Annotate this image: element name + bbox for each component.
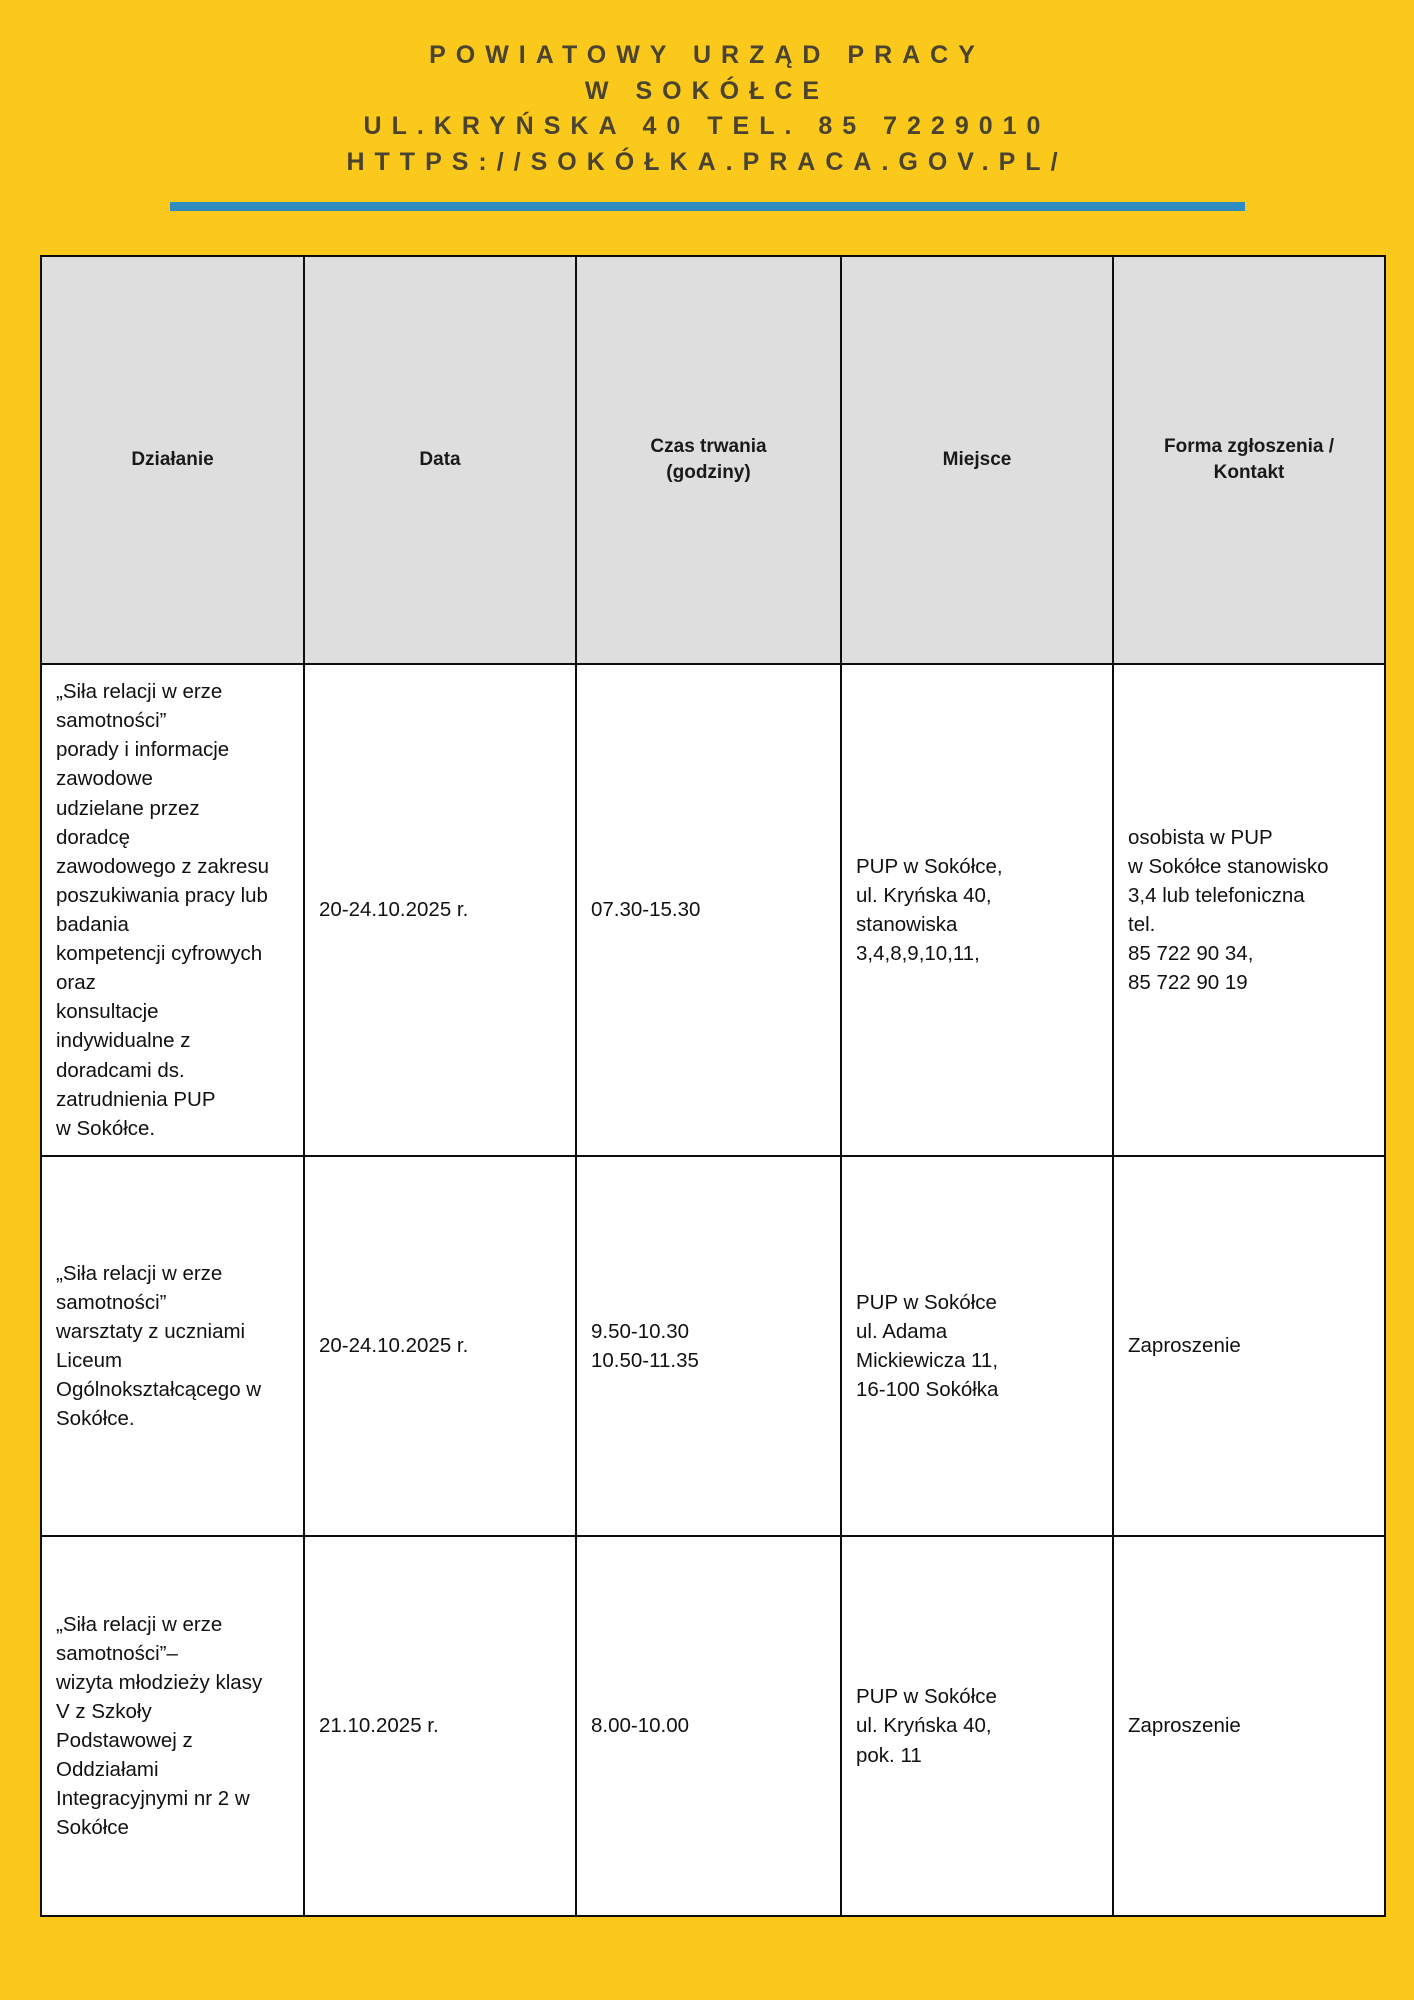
cell-data: 20-24.10.2025 r. — [303, 1155, 577, 1537]
header-title-line-2: W SOKÓŁCE — [584, 76, 830, 105]
cell-czas: 07.30-15.30 — [575, 663, 842, 1157]
column-header-dzialanie: Działanie — [40, 255, 305, 665]
schedule-table-wrap: Działanie Data Czas trwania (godziny) Mi… — [40, 255, 1386, 1917]
header-divider-wrap — [0, 202, 1414, 211]
cell-miejsce: PUP w Sokółce ul. Kryńska 40, pok. 11 — [840, 1535, 1114, 1917]
column-header-czas-trwania: Czas trwania (godziny) — [575, 255, 842, 665]
cell-dzialanie: „Siła relacji w erze samotności” warszta… — [40, 1155, 305, 1537]
table-header-row: Działanie Data Czas trwania (godziny) Mi… — [40, 255, 1386, 665]
cell-miejsce: PUP w Sokółce ul. Adama Mickiewicza 11, … — [840, 1155, 1114, 1537]
table-row: „Siła relacji w erze samotności” porady … — [40, 663, 1386, 1157]
table-row: „Siła relacji w erze samotności”– wizyta… — [40, 1535, 1386, 1917]
header-website-url: HTTPS://SOKÓŁKA.PRACA.GOV.PL/ — [346, 147, 1068, 176]
cell-miejsce: PUP w Sokółce, ul. Kryńska 40, stanowisk… — [840, 663, 1114, 1157]
schedule-table: Działanie Data Czas trwania (godziny) Mi… — [40, 255, 1386, 1917]
cell-forma: Zaproszenie — [1112, 1155, 1386, 1537]
schedule-table-body: „Siła relacji w erze samotności” porady … — [40, 663, 1386, 1917]
column-header-miejsce: Miejsce — [840, 255, 1114, 665]
cell-dzialanie: „Siła relacji w erze samotności”– wizyta… — [40, 1535, 305, 1917]
cell-forma: osobista w PUP w Sokółce stanowisko 3,4 … — [1112, 663, 1386, 1157]
cell-data: 21.10.2025 r. — [303, 1535, 577, 1917]
cell-czas: 8.00-10.00 — [575, 1535, 842, 1917]
header-address-phone: UL.KRYŃSKA 40 TEL. 85 7229010 — [363, 112, 1051, 140]
column-header-data: Data — [303, 255, 577, 665]
cell-data: 20-24.10.2025 r. — [303, 663, 577, 1157]
table-row: „Siła relacji w erze samotności” warszta… — [40, 1155, 1386, 1537]
column-header-forma-zgloszenia: Forma zgłoszenia / Kontakt — [1112, 255, 1386, 665]
header-title-line-1: POWIATOWY URZĄD PRACY — [429, 41, 985, 69]
cell-forma: Zaproszenie — [1112, 1535, 1386, 1917]
cell-dzialanie: „Siła relacji w erze samotności” porady … — [40, 663, 305, 1157]
cell-czas: 9.50-10.30 10.50-11.35 — [575, 1155, 842, 1537]
poster-header: POWIATOWY URZĄD PRACY W SOKÓŁCE UL.KRYŃS… — [0, 0, 1414, 211]
schedule-table-head: Działanie Data Czas trwania (godziny) Mi… — [40, 255, 1386, 665]
header-divider-rule — [169, 202, 1245, 211]
